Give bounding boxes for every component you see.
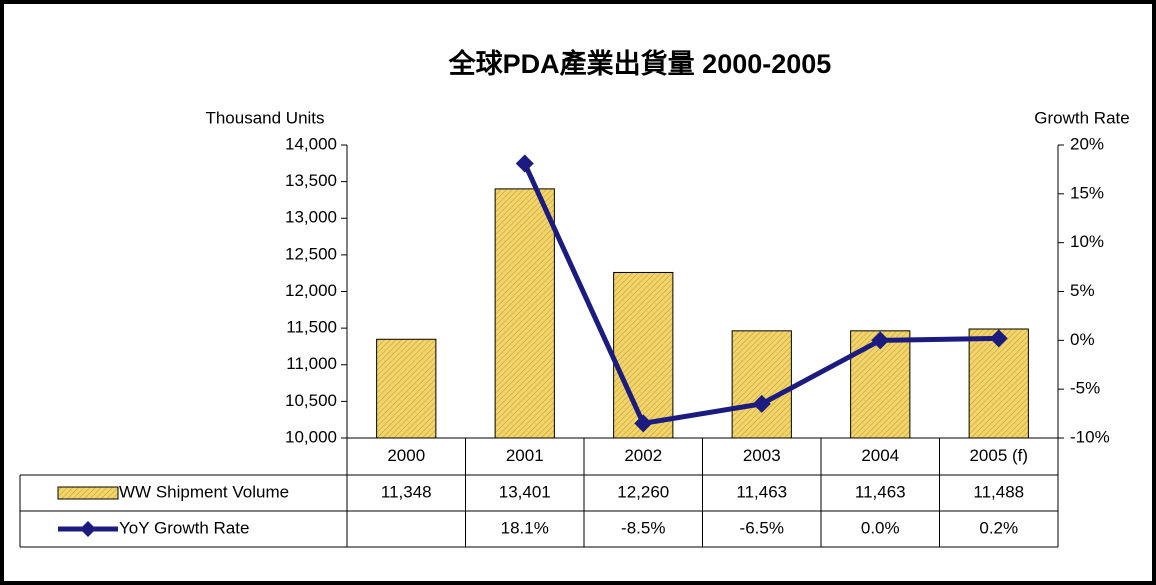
table-cell: -6.5% — [740, 518, 784, 537]
y-tick-label: 10,500 — [285, 391, 337, 410]
x-tick-label: 2000 — [387, 446, 425, 465]
growth-marker — [752, 394, 771, 413]
y-tick-label: 11,000 — [286, 354, 337, 373]
y-tick-label: 12,000 — [285, 281, 337, 300]
growth-marker — [515, 154, 534, 173]
y2-tick-label: 15% — [1070, 183, 1104, 202]
y-tick-label: 10,000 — [285, 427, 337, 446]
y-tick-label: 11,500 — [286, 318, 337, 337]
bar — [376, 338, 437, 439]
table-cell: 18.1% — [501, 518, 549, 537]
table-cell: 11,348 — [381, 482, 432, 501]
y2-tick-label: 5% — [1070, 281, 1095, 300]
table-cell: 11,488 — [973, 482, 1024, 501]
bar — [613, 271, 674, 439]
legend-swatch — [80, 521, 96, 537]
y-tick-label: 12,500 — [285, 244, 337, 263]
legend-label: YoY Growth Rate — [119, 518, 249, 537]
plot-area — [347, 145, 1058, 438]
x-tick-label: 2001 — [506, 446, 544, 465]
x-tick-label: 2005 (f) — [969, 446, 1028, 465]
table-cell: 13,401 — [499, 482, 551, 501]
table-cell: 11,463 — [855, 482, 906, 501]
y2-tick-label: 0% — [1070, 330, 1095, 349]
chart-title: 全球PDA產業出貨量 2000-2005 — [448, 48, 832, 79]
legend-swatch — [57, 486, 119, 500]
table-cell: 11,463 — [736, 482, 787, 501]
y-tick-label: 14,000 — [285, 134, 337, 153]
y2-axis-label: Growth Rate — [1034, 108, 1129, 127]
bar — [494, 188, 555, 439]
legend-label: WW Shipment Volume — [119, 482, 289, 501]
table-cell: -8.5% — [621, 518, 665, 537]
x-tick-label: 2004 — [861, 446, 899, 465]
table-cell: 0.2% — [979, 518, 1018, 537]
bar — [731, 330, 792, 439]
x-tick-label: 2003 — [743, 446, 781, 465]
growth-marker — [634, 414, 653, 433]
y2-tick-label: 20% — [1070, 134, 1104, 153]
y2-tick-label: -10% — [1070, 427, 1110, 446]
y-tick-label: 13,500 — [285, 171, 337, 190]
table-cell: 12,260 — [617, 482, 669, 501]
y2-tick-label: 10% — [1070, 232, 1104, 251]
x-tick-label: 2002 — [624, 446, 662, 465]
y-axis-label: Thousand Units — [205, 108, 324, 127]
table-cell: 0.0% — [861, 518, 900, 537]
y-tick-label: 13,000 — [285, 208, 337, 227]
growth-marker — [989, 329, 1008, 348]
growth-marker — [871, 331, 890, 350]
y2-tick-label: -5% — [1070, 379, 1100, 398]
